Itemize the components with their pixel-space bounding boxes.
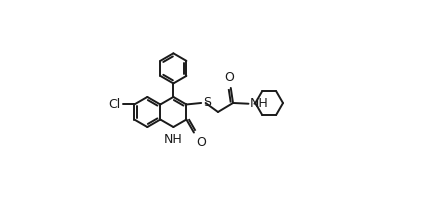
Text: NH: NH — [164, 133, 183, 146]
Text: S: S — [203, 96, 211, 109]
Text: O: O — [225, 71, 235, 84]
Text: O: O — [196, 136, 206, 149]
Text: Cl: Cl — [108, 97, 120, 110]
Text: NH: NH — [250, 97, 269, 110]
